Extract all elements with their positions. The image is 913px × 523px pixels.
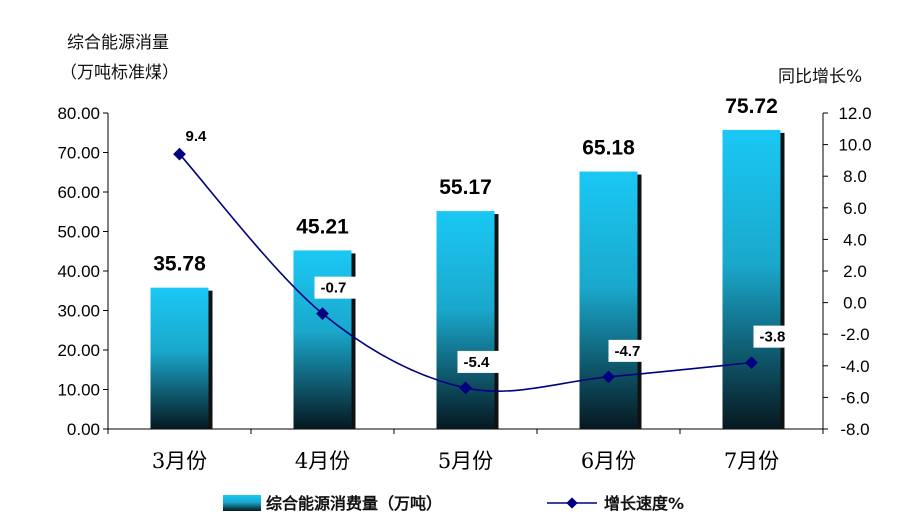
- growth-value-label: -3.8: [760, 329, 786, 346]
- growth-marker: [459, 381, 472, 395]
- bar-value-label: 55.17: [439, 176, 492, 199]
- left-tick-label: 50.00: [57, 223, 100, 242]
- growth-label-bg: [753, 325, 800, 348]
- right-tick-label: 10.0: [838, 136, 871, 155]
- legend-line-label: 增长速度%: [604, 494, 684, 513]
- growth-value-label: 9.4: [186, 128, 208, 145]
- right-tick-label: 0.0: [843, 294, 867, 313]
- growth-line: [178, 153, 752, 393]
- bar: [436, 211, 495, 429]
- bar: [722, 129, 781, 429]
- left-tick-label: 30.00: [57, 302, 100, 321]
- legend-bar-swatch: [223, 495, 261, 511]
- bar-value-label: 35.78: [153, 253, 206, 276]
- category-label: 6月份: [581, 449, 636, 473]
- growth-value-label: -0.7: [321, 280, 347, 297]
- left-axis-title-line2: （万吨标准煤）: [60, 63, 179, 83]
- left-tick-label: 70.00: [57, 144, 100, 163]
- growth-marker: [173, 147, 186, 161]
- right-tick-label: -6.0: [840, 388, 869, 407]
- right-tick-label: 6.0: [843, 199, 867, 218]
- legend-line-marker: [566, 497, 578, 509]
- growth-label-bg: [608, 339, 655, 362]
- growth-marker: [316, 307, 329, 321]
- category-label: 5月份: [438, 449, 493, 473]
- right-tick-label: 4.0: [843, 230, 867, 249]
- right-axis-title: 同比增长%: [778, 67, 862, 87]
- left-axis-ticks: 0.00 10.00 20.00 30.00 40.00 50.00 60.00 70.00 8…: [57, 104, 108, 439]
- left-tick-label: 80.00: [57, 104, 100, 123]
- left-tick-label: 20.00: [57, 341, 100, 360]
- bar: [150, 287, 209, 429]
- line-series: 9.4 -0.7 -5.4 -4.7 -3.8: [173, 128, 800, 395]
- bar: [579, 171, 638, 429]
- right-tick-label: -8.0: [840, 420, 869, 439]
- growth-value-label: -4.7: [615, 343, 641, 360]
- left-tick-label: 10.00: [57, 381, 100, 400]
- bar-value-label: 45.21: [296, 215, 349, 238]
- legend-bar-label: 综合能源消费量（万吨）: [266, 494, 442, 513]
- left-tick-label: 40.00: [57, 262, 100, 281]
- right-tick-label: -4.0: [840, 357, 869, 376]
- right-tick-label: 12.0: [838, 104, 871, 123]
- category-label: 7月份: [724, 449, 779, 473]
- legend: 综合能源消费量（万吨） 增长速度%: [223, 494, 684, 513]
- bar-value-label: 75.72: [725, 95, 778, 118]
- right-tick-label: -2.0: [840, 325, 869, 344]
- bar-value-label: 65.18: [582, 137, 635, 160]
- right-tick-label: 2.0: [843, 262, 867, 281]
- growth-label-bg: [314, 276, 361, 299]
- bar-series: 35.78 45.21 55.17 65.18 75.72: [150, 95, 785, 429]
- right-tick-label: 8.0: [843, 167, 867, 186]
- growth-label-bg: [457, 350, 504, 373]
- category-label: 3月份: [152, 449, 207, 473]
- growth-value-label: -5.4: [464, 354, 491, 371]
- right-axis-ticks: -8.0 -6.0 -4.0 -2.0 0.0 2.0 4.0 6.0 8.0 10.0 12.0: [823, 104, 872, 439]
- left-axis-title-line1: 综合能源消量: [67, 33, 169, 53]
- left-tick-label: 60.00: [57, 183, 100, 202]
- category-labels: 3月份 4月份 5月份 6月份 7月份: [107, 429, 824, 473]
- left-tick-label: 0.00: [67, 420, 100, 439]
- category-label: 4月份: [295, 449, 350, 473]
